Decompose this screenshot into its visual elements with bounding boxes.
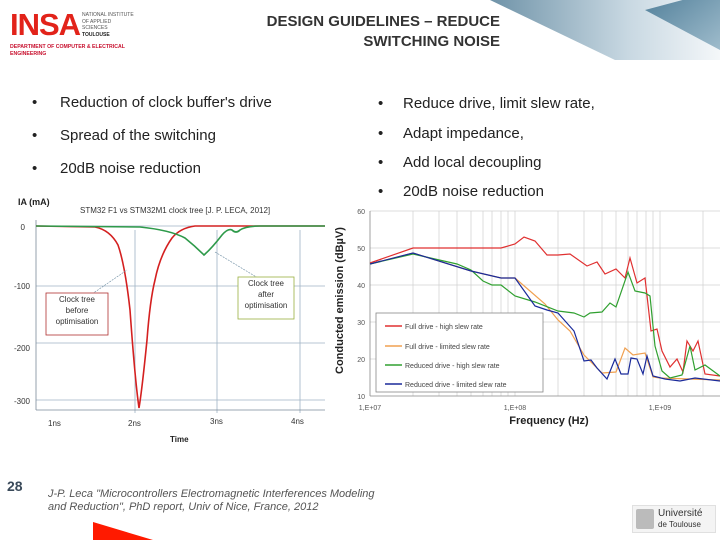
conducted-emission-chart: Conducted emission (dBµV) 60 50 40 30 20…: [325, 196, 720, 430]
svg-text:-100: -100: [14, 282, 31, 291]
chart-title: STM32 F1 vs STM32M1 clock tree [J. P. LE…: [80, 206, 270, 215]
svg-text:Full drive - high slew rate: Full drive - high slew rate: [405, 324, 483, 331]
svg-text:20: 20: [357, 357, 365, 364]
universite-toulouse-logo: Université de Toulouse: [632, 505, 716, 533]
svg-text:Reduced drive - limited slew r: Reduced drive - limited slew rate: [405, 382, 507, 389]
annotation-before-optimisation: [45, 292, 109, 336]
svg-text:1ns: 1ns: [48, 419, 61, 428]
svg-text:4ns: 4ns: [291, 417, 304, 426]
svg-text:-200: -200: [14, 344, 31, 353]
annotation-after-optimisation: [237, 276, 295, 320]
page-title: DESIGN GUIDELINES – REDUCE SWITCHING NOI…: [266, 13, 500, 50]
series-full-drive-high-slew: [369, 236, 720, 377]
insa-logo: INSA NATIONAL INSTITUTE OF APPLIED SCIEN…: [10, 8, 135, 60]
svg-text:1,E+07: 1,E+07: [359, 405, 381, 412]
clock-current-chart: IA (mA) STM32 F1 vs STM32M1 clock tree […: [14, 197, 326, 444]
chart-y-label: Conducted emission (dBµV): [334, 227, 346, 374]
svg-text:2ns: 2ns: [128, 419, 141, 428]
chart-legend: [375, 312, 544, 393]
series-reduced-drive-high-slew: [369, 253, 720, 379]
chart-y-label: IA (mA): [18, 197, 50, 207]
svg-text:before: before: [66, 306, 89, 315]
svg-text:1,E+09: 1,E+09: [649, 405, 671, 412]
reference-citation: J-P. Leca "Microcontrollers Electromagne…: [48, 488, 375, 513]
chart-x-label: Frequency (Hz): [509, 415, 589, 427]
svg-text:after: after: [258, 290, 274, 299]
svg-text:0: 0: [21, 223, 26, 232]
svg-text:10: 10: [357, 394, 365, 401]
svg-text:50: 50: [357, 246, 365, 253]
svg-text:Clock tree: Clock tree: [59, 295, 96, 304]
page-number: 28: [7, 478, 23, 494]
insa-department: DEPARTMENT OF COMPUTER & ELECTRICAL ENGI…: [10, 44, 125, 57]
decorative-red-shape: [93, 522, 153, 540]
svg-text:Full drive - limited slew rate: Full drive - limited slew rate: [405, 344, 490, 351]
svg-text:Reduced drive - high slew rate: Reduced drive - high slew rate: [405, 363, 500, 370]
svg-text:30: 30: [357, 320, 365, 327]
series-reduced-drive-limited-slew: [369, 252, 720, 382]
insa-logo-wordmark: INSA: [10, 7, 81, 42]
series-before-optimisation: [35, 225, 326, 409]
svg-text:1,E+08: 1,E+08: [504, 405, 526, 412]
university-emblem-icon: [636, 509, 654, 529]
decorative-banner: [490, 0, 720, 60]
svg-text:-300: -300: [14, 397, 31, 406]
svg-text:optimisation: optimisation: [245, 301, 288, 310]
svg-text:optimisation: optimisation: [56, 317, 99, 326]
series-after-optimisation: [35, 225, 326, 257]
chart-x-label: Time: [170, 435, 189, 444]
svg-text:60: 60: [357, 209, 365, 216]
svg-text:40: 40: [357, 283, 365, 290]
svg-text:Clock tree: Clock tree: [248, 279, 285, 288]
svg-text:3ns: 3ns: [210, 417, 223, 426]
insa-logo-subtitle: NATIONAL INSTITUTE OF APPLIED SCIENCES T…: [82, 12, 134, 38]
